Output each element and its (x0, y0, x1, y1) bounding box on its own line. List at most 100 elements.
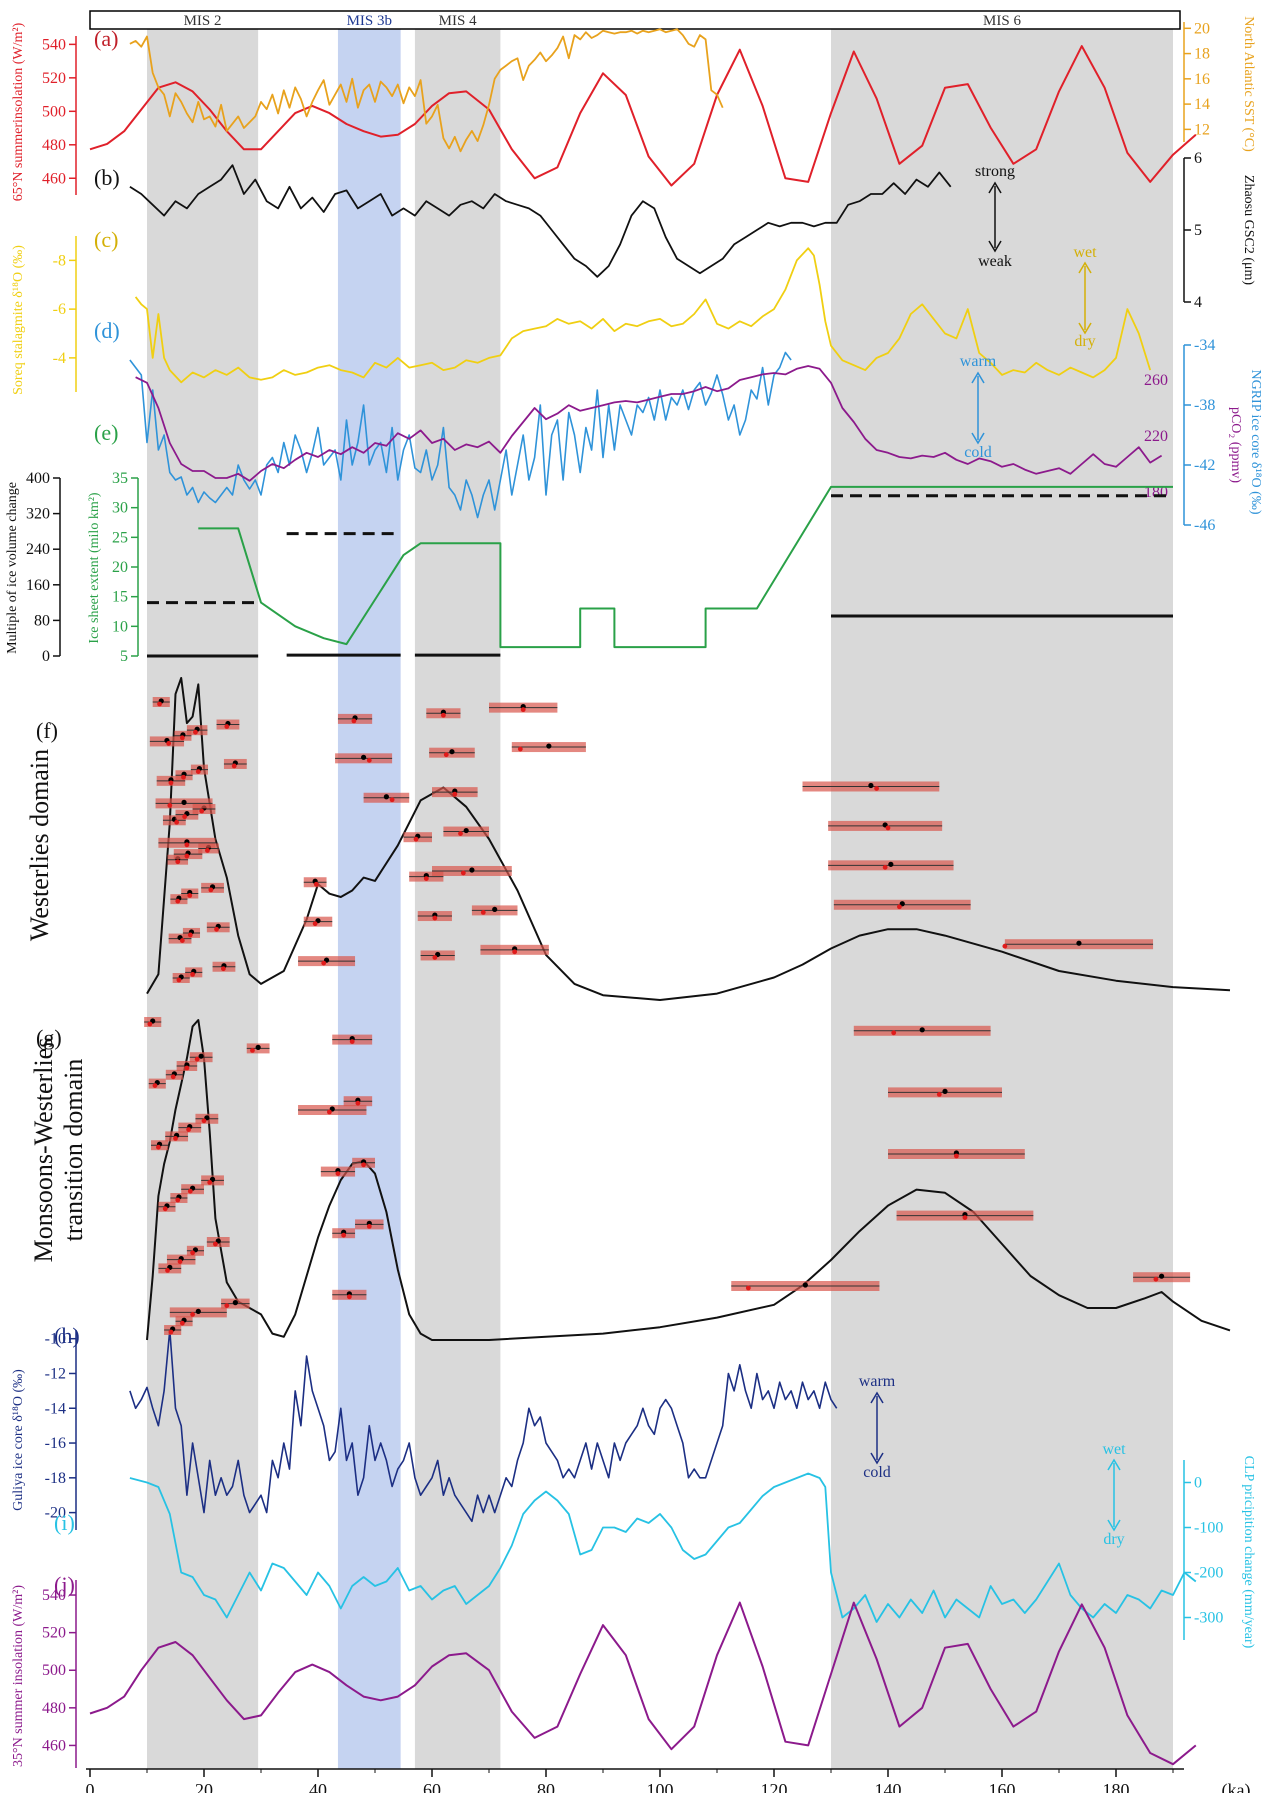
y-tick-label: 80 (34, 612, 50, 629)
y-axis-title: NGRIP ice core δ¹⁸O (‰) (1248, 369, 1263, 514)
age-point-red (882, 864, 888, 870)
age-point-red (165, 1268, 170, 1273)
y-tick-label: 480 (42, 137, 66, 154)
y-tick-label: 10 (112, 618, 128, 635)
x-tick-label: 120 (761, 1780, 788, 1793)
age-point (942, 1088, 948, 1094)
age-point-red (1153, 1276, 1159, 1282)
panel-letter: (j) (54, 1572, 75, 1597)
age-point-red (460, 870, 466, 876)
age-point-red (361, 1162, 366, 1168)
age-point-red (327, 1109, 332, 1115)
y-tick-label: 480 (42, 1700, 66, 1717)
clp-line (129, 1472, 1197, 1623)
annotation-warm: warm (960, 353, 997, 370)
age-point-red (194, 1056, 200, 1062)
y-tick-label: 320 (26, 506, 50, 523)
age-point-red (432, 915, 438, 921)
y-tick-label: -18 (45, 1470, 66, 1487)
age-point-red (250, 1048, 255, 1053)
age-point-red (458, 831, 463, 836)
age-point (255, 1044, 261, 1050)
age-errorbars (144, 697, 1191, 1335)
age-point-red (170, 1074, 176, 1080)
annotation-weak: weak (978, 253, 1012, 270)
x-axis: 0 20 40 60 80 100 120 140 160 180 (ka) (86, 1768, 1251, 1793)
mis-band (414, 29, 501, 1769)
y-tick-label: -14 (45, 1400, 66, 1417)
panel-letter: (d) (94, 318, 120, 343)
age-point (361, 754, 367, 760)
y-tick-label: 460 (42, 1737, 66, 1754)
y-tick-label: -300 (1194, 1610, 1223, 1627)
y-tick-label: 540 (42, 36, 66, 53)
age-point-red (174, 819, 180, 825)
y-tick-label: -8 (53, 252, 66, 269)
age-point-red (351, 718, 357, 724)
y-tick-label: 15 (112, 589, 128, 606)
panel-letter: (f) (36, 718, 58, 743)
x-tick-label: 60 (423, 1780, 441, 1793)
y-tick-label: -10 (45, 1331, 66, 1348)
x-tick-label: 40 (309, 1780, 327, 1793)
age-point-red (389, 797, 395, 803)
age-point-red (413, 836, 419, 842)
age-point-red (520, 707, 526, 713)
mis-band (831, 29, 1173, 1769)
age-point-red (224, 724, 230, 729)
insolation-35n-line (89, 1601, 1197, 1766)
x-unit-label: (ka) (1222, 1780, 1251, 1793)
age-point-red (1002, 943, 1008, 949)
age-point-red (173, 1136, 178, 1141)
panel-title-line: transition domain (59, 1059, 88, 1242)
y-axis-title: North Atlantic SST (°C) (1241, 16, 1256, 152)
annotation-wet: wet (1102, 1441, 1126, 1458)
age-point-red (175, 898, 181, 904)
mis-labels: MIS 2 MIS 3b MIS 4 MIS 6 (184, 13, 1022, 29)
age-point-red (224, 1303, 230, 1308)
age-point-red (441, 712, 446, 718)
mis-label: MIS 6 (983, 13, 1021, 29)
age-point-red (193, 729, 198, 735)
age-point (492, 906, 498, 913)
y-axis-title: Ice sheet extent (milo km²) (87, 492, 102, 643)
x-tick-label: 140 (875, 1780, 902, 1793)
annotation-dry: dry (1074, 333, 1095, 350)
mis-bands (147, 29, 1173, 1769)
age-point (181, 799, 187, 805)
age-point-red (231, 763, 237, 769)
panel-title: Westerlies domain (25, 749, 54, 941)
age-point-red (962, 1215, 968, 1220)
age-point-red (313, 881, 319, 887)
age-point-red (312, 921, 318, 927)
mis-label: MIS 4 (439, 13, 477, 29)
panel-title: Monsoons-Westerliestransition domain (29, 1038, 88, 1263)
age-point-red (168, 1329, 174, 1335)
age-point-red (321, 960, 327, 966)
y-tick-label: 240 (26, 541, 50, 558)
age-point-red (220, 966, 226, 972)
arrow-heads (988, 181, 1002, 253)
age-point-red (214, 926, 219, 932)
x-tick-label: 160 (989, 1780, 1016, 1793)
panel-title-line: Monsoons-Westerlies (29, 1038, 58, 1263)
y-tick-label: 14 (1194, 96, 1210, 113)
age-point-red (162, 1206, 168, 1212)
age-point-red (366, 757, 372, 763)
age-point-red (355, 1100, 361, 1106)
y-tick-label: -100 (1194, 1520, 1223, 1537)
age-point (232, 1300, 238, 1306)
gsc-line (129, 164, 952, 278)
age-point-red (346, 1294, 352, 1300)
panel-letter: (b) (94, 165, 120, 190)
age-point (449, 749, 455, 755)
x-tick-label: 100 (647, 1780, 674, 1793)
y-tick-label: 16 (1194, 71, 1210, 88)
age-point-red (181, 774, 186, 780)
age-point-red (423, 876, 429, 882)
age-point-red (199, 808, 205, 814)
age-point-red (187, 1188, 193, 1194)
age-point-red (190, 1250, 196, 1256)
y-tick-label: -200 (1194, 1565, 1223, 1582)
age-point-red (954, 1153, 959, 1159)
